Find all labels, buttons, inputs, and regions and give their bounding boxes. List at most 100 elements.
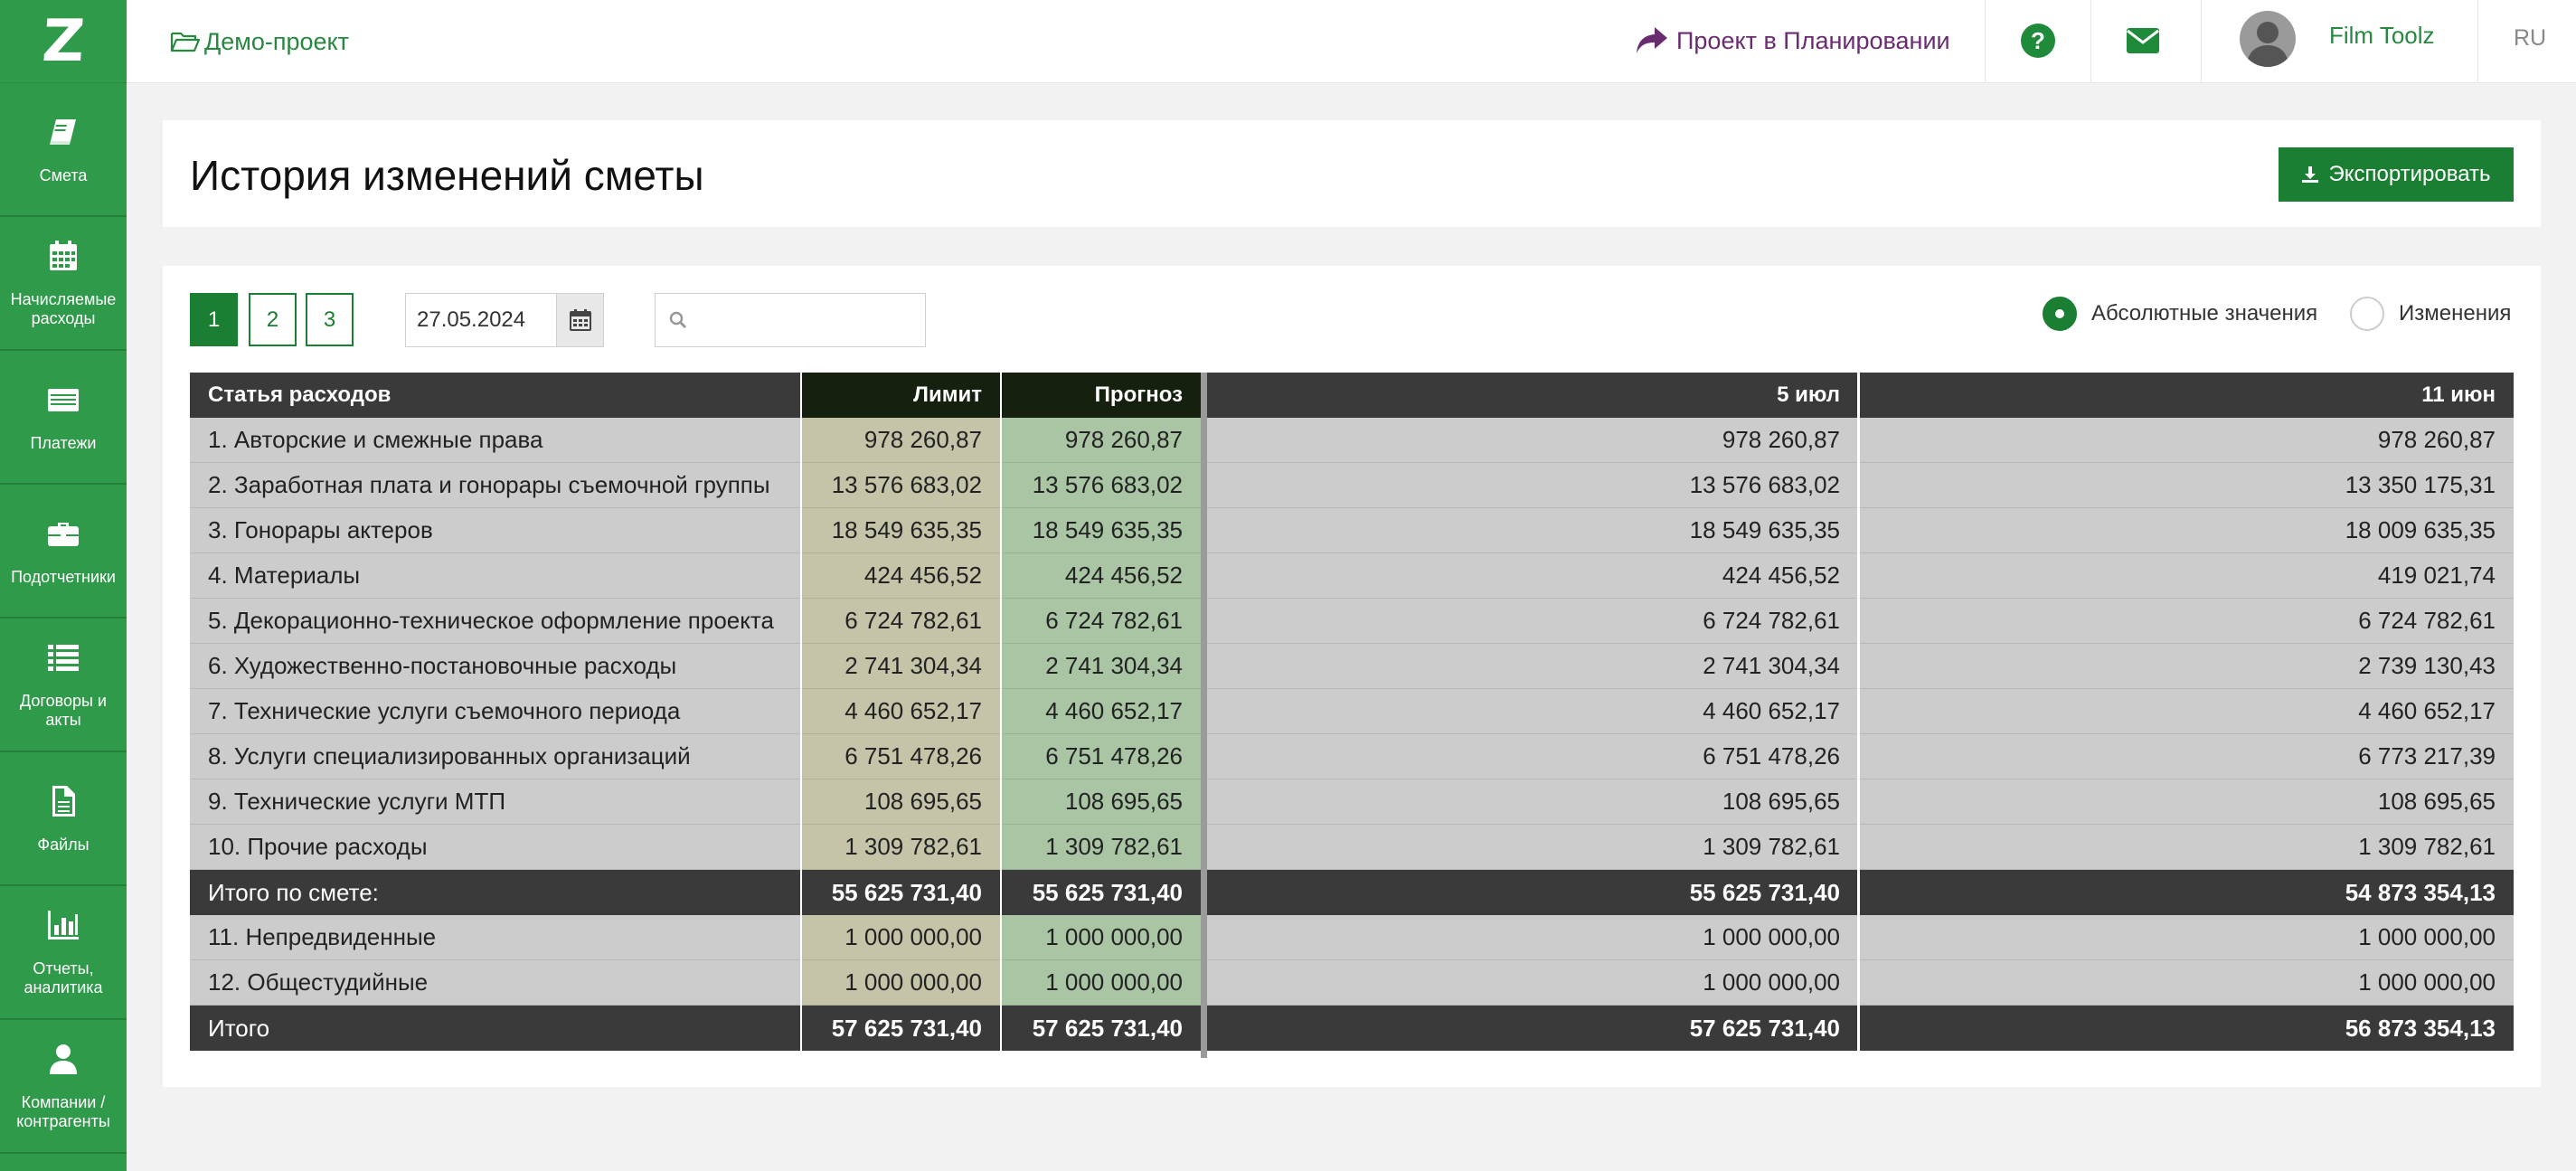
header-date2[interactable]: 11 июн [1860, 373, 2514, 418]
header-forecast[interactable]: Прогноз [1002, 373, 1201, 418]
project-link[interactable]: Демо-проект [170, 25, 349, 58]
sidebar-item-payments[interactable]: Платежи [0, 351, 127, 485]
calendar-icon [50, 241, 77, 270]
sidebar-item-files[interactable]: Файлы [0, 752, 127, 886]
sidebar-item-companies[interactable]: Компании / контрагенты [0, 1020, 127, 1154]
cell-date2: 56 873 354,13 [1860, 1006, 2514, 1051]
calendar-button[interactable] [556, 294, 603, 346]
cell-date1: 1 309 782,61 [1207, 825, 1858, 870]
cell-forecast: 55 625 731,40 [1002, 870, 1201, 915]
folder-open-icon [170, 32, 201, 52]
search-input[interactable] [695, 307, 912, 333]
help-icon[interactable]: ? [2021, 24, 2055, 58]
table-row[interactable]: 7. Технические услуги съемочного периода… [190, 689, 2514, 734]
avatar[interactable] [2240, 11, 2296, 67]
cell-expense-name: 1. Авторские и смежные права [190, 418, 800, 463]
cell-limit: 4 460 652,17 [801, 689, 1000, 734]
cell-date1: 13 576 683,02 [1207, 463, 1858, 508]
cell-limit: 55 625 731,40 [801, 870, 1000, 915]
cell-date2: 108 695,65 [1860, 779, 2514, 825]
table-row[interactable]: 12. Общестудийные 1 000 000,00 1 000 000,0… [190, 960, 2514, 1006]
cell-date2: 18 009 635,35 [1860, 508, 2514, 553]
file-icon [52, 785, 75, 817]
table-row[interactable]: 8. Услуги специализированных организаций… [190, 734, 2514, 779]
cell-expense-name: 8. Услуги специализированных организаций [190, 734, 800, 779]
cell-expense-name: 2. Заработная плата и гонорары съемочной… [190, 463, 800, 508]
book-icon [50, 118, 76, 145]
cell-expense-name: 11. Непредвиденные [190, 915, 800, 960]
cell-date2: 419 021,74 [1860, 553, 2514, 599]
column-group-divider [1201, 373, 1207, 1058]
planning-link[interactable]: Проект в Планировании [1635, 23, 1950, 59]
sidebar-item-accrued-expenses[interactable]: Начисляемые расходы [0, 217, 127, 351]
date-input[interactable] [406, 294, 556, 346]
user-name[interactable]: Film Toolz [2329, 22, 2435, 49]
divider [1985, 0, 1986, 83]
briefcase-icon [48, 522, 79, 546]
calendar-icon [569, 309, 591, 331]
cell-date2: 13 350 175,31 [1860, 463, 2514, 508]
cell-limit: 13 576 683,02 [801, 463, 1000, 508]
list-icon [48, 645, 79, 671]
cell-forecast: 978 260,87 [1002, 418, 1201, 463]
app-logo[interactable]: Z [0, 0, 127, 83]
cell-date1: 4 460 652,17 [1207, 689, 1858, 734]
cell-expense-name: 12. Общестудийные [190, 960, 800, 1006]
cell-expense-name: 4. Материалы [190, 553, 800, 599]
cell-limit: 6 751 478,26 [801, 734, 1000, 779]
sidebar-item-contracts[interactable]: Договоры и акты [0, 619, 127, 752]
table-row[interactable]: 5. Декорационно-техническое оформление п… [190, 599, 2514, 644]
sidebar-item-label: Отчеты, аналитика [24, 959, 103, 996]
cell-limit: 978 260,87 [801, 418, 1000, 463]
page-button-3[interactable]: 3 [306, 293, 354, 346]
cell-forecast: 4 460 652,17 [1002, 689, 1201, 734]
radio-absolute-values[interactable]: Абсолютные значения [2043, 297, 2317, 331]
table-row[interactable]: 11. Непредвиденные 1 000 000,00 1 000 000,… [190, 915, 2514, 960]
cell-forecast: 18 549 635,35 [1002, 508, 1201, 553]
cell-date1: 424 456,52 [1207, 553, 1858, 599]
cell-limit: 18 549 635,35 [801, 508, 1000, 553]
page-button-2[interactable]: 2 [249, 293, 297, 346]
header-name[interactable]: Статья расходов [190, 373, 800, 418]
table-row[interactable]: 10. Прочие расходы 1 309 782,61 1 309 782,… [190, 825, 2514, 870]
radio-circle[interactable] [2350, 297, 2384, 331]
cell-forecast: 424 456,52 [1002, 553, 1201, 599]
cell-limit: 108 695,65 [801, 779, 1000, 825]
table-row[interactable]: 2. Заработная плата и гонорары съемочной… [190, 463, 2514, 508]
cell-date1: 55 625 731,40 [1207, 870, 1858, 915]
radio-changes[interactable]: Изменения [2350, 297, 2511, 331]
header-date1[interactable]: 5 июл [1207, 373, 1858, 418]
export-button[interactable]: Экспортировать [2279, 147, 2514, 202]
cell-limit: 1 000 000,00 [801, 915, 1000, 960]
mail-icon[interactable] [2126, 27, 2160, 54]
project-name: Демо-проект [204, 27, 350, 55]
sidebar: Z Смета Начисляемые расходы Платежи Подо… [0, 0, 127, 1171]
cell-forecast: 57 625 731,40 [1002, 1006, 1201, 1051]
header-limit[interactable]: Лимит [801, 373, 1000, 418]
sidebar-item-estimate[interactable]: Смета [0, 83, 127, 217]
table-row[interactable]: 6. Художественно-постановочные расходы 2 … [190, 644, 2514, 689]
sidebar-item-label: Договоры и акты [20, 692, 107, 729]
language-switch[interactable]: RU [2514, 25, 2547, 51]
cell-date1: 1 000 000,00 [1207, 960, 1858, 1006]
cell-date1: 1 000 000,00 [1207, 915, 1858, 960]
sidebar-item-accountable-persons[interactable]: Подотчетники [0, 485, 127, 619]
bar-chart-icon [48, 911, 79, 940]
cell-expense-name: 10. Прочие расходы [190, 825, 800, 870]
table-total-row[interactable]: Итого 57 625 731,40 57 625 731,40 57 625 73… [190, 1006, 2514, 1051]
cell-expense-name: 3. Гонорары актеров [190, 508, 800, 553]
cell-limit: 2 741 304,34 [801, 644, 1000, 689]
divider [2090, 0, 2091, 83]
table-row[interactable]: 4. Материалы 424 456,52 424 456,52 424 456,… [190, 553, 2514, 599]
table-row[interactable]: 9. Технические услуги МТП 108 695,65 108 6… [190, 779, 2514, 825]
page-button-1[interactable]: 1 [190, 293, 238, 346]
cell-date1: 18 549 635,35 [1207, 508, 1858, 553]
budget-history-table: Статья расходов Лимит Прогноз 5 июл 11 июн 1.… [190, 373, 2514, 1058]
share-arrow-icon [1637, 27, 1667, 53]
radio-circle[interactable] [2043, 297, 2077, 331]
sidebar-item-reports[interactable]: Отчеты, аналитика [0, 886, 127, 1020]
table-row[interactable]: 1. Авторские и смежные права 978 260,87 97… [190, 418, 2514, 463]
table-row[interactable]: 3. Гонорары актеров 18 549 635,35 18 549 6… [190, 508, 2514, 553]
table-total-row[interactable]: Итого по смете: 55 625 731,40 55 625 731,4… [190, 870, 2514, 915]
cell-forecast: 2 741 304,34 [1002, 644, 1201, 689]
